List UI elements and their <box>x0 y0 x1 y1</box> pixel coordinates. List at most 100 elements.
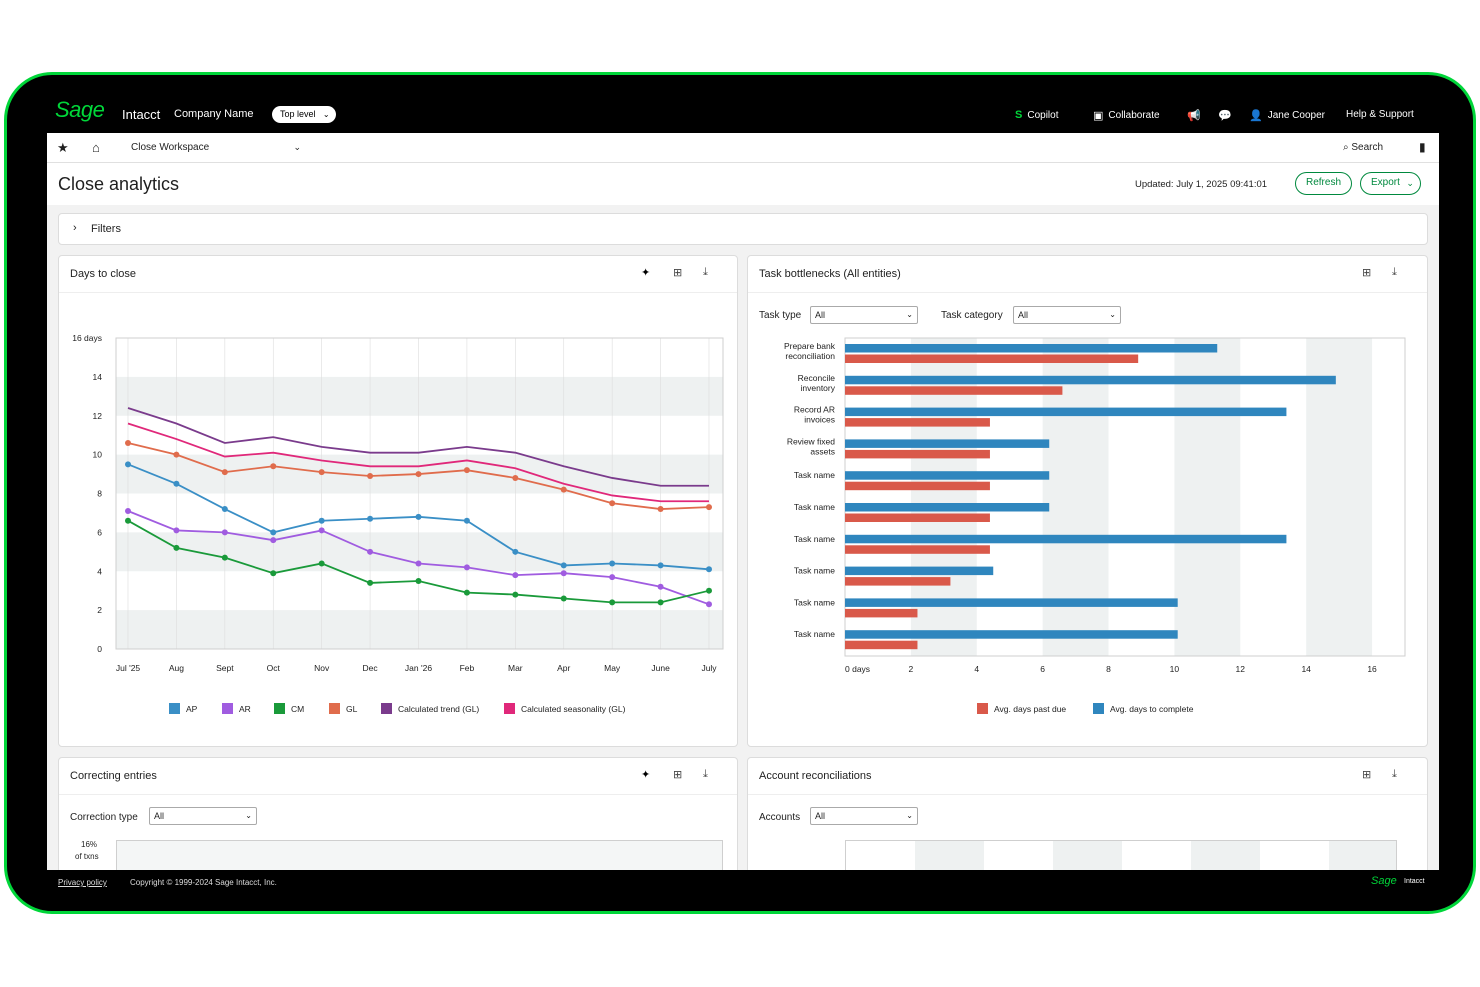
card-title: Correcting entries <box>70 770 157 782</box>
download-icon[interactable]: ⤓ <box>1392 266 1397 278</box>
export-button[interactable]: Export ⌄ <box>1360 172 1421 195</box>
x-tick-label: 14 <box>1301 664 1311 674</box>
y-tick-label: 10 <box>93 450 103 460</box>
data-point <box>463 517 470 524</box>
data-point <box>318 527 325 534</box>
data-point <box>270 463 277 470</box>
y-tick-label: 14 <box>93 372 103 382</box>
filters-panel[interactable]: › Filters <box>58 213 1428 245</box>
chevron-down-icon: ⌄ <box>245 811 252 820</box>
legend-swatch <box>169 703 180 714</box>
download-icon[interactable]: ⤓ <box>1392 768 1397 780</box>
chevron-right-icon: › <box>73 222 77 234</box>
bar-days-to-complete <box>845 630 1178 639</box>
download-icon[interactable]: ⤓ <box>703 266 708 278</box>
collaborate-button[interactable]: ▣ Collaborate <box>1093 109 1160 122</box>
data-point <box>706 504 712 511</box>
level-selector-label: Top level <box>280 109 316 119</box>
data-point <box>221 554 228 561</box>
data-point <box>221 506 228 513</box>
sparkle-icon[interactable]: ✦ <box>641 769 651 781</box>
x-tick-label: 12 <box>1236 664 1246 674</box>
level-selector[interactable]: Top level ⌄ <box>272 106 336 123</box>
table-icon[interactable]: ⊞ <box>1362 769 1372 781</box>
grid-band <box>1174 338 1241 656</box>
legend-swatch <box>977 703 988 714</box>
privacy-policy-link[interactable]: Privacy policy <box>58 878 107 887</box>
table-icon[interactable]: ⊞ <box>1362 267 1372 279</box>
divider <box>59 292 737 293</box>
chevron-down-icon: ⌄ <box>1406 178 1414 188</box>
series-line <box>127 422 709 503</box>
user-menu[interactable]: 👤 Jane Cooper <box>1249 109 1325 122</box>
copilot-icon: S <box>1015 109 1023 121</box>
accounts-select[interactable]: All ⌄ <box>810 807 918 825</box>
task-type-value: All <box>815 310 826 320</box>
data-point <box>463 467 470 474</box>
footer-sage-logo: Sage <box>1371 875 1397 887</box>
export-label: Export <box>1371 177 1400 188</box>
workspace-selector[interactable]: Close Workspace ⌄ <box>131 142 301 153</box>
app-screen: ★ ⌂ Close Workspace ⌄ ⌕ Search ▮ Close a… <box>47 133 1439 870</box>
x-tick-label: May <box>604 663 621 673</box>
bar-days-to-complete <box>845 503 1050 512</box>
plot-frame <box>844 337 1406 657</box>
account-reconciliations-card: Account reconciliations ⊞ ⤓ Accounts All… <box>747 757 1428 870</box>
divider <box>748 794 1427 795</box>
task-category-select[interactable]: All ⌄ <box>1013 306 1121 324</box>
table-icon[interactable]: ⊞ <box>673 769 683 781</box>
bar-days-to-complete <box>845 566 994 576</box>
data-point <box>415 513 422 520</box>
grid-band <box>910 338 977 656</box>
refresh-button[interactable]: Refresh <box>1295 172 1353 195</box>
copilot-button[interactable]: S Copilot <box>1015 109 1058 121</box>
legend-label: Calculated trend (GL) <box>398 704 479 714</box>
messages-button[interactable]: 💬 <box>1218 109 1232 122</box>
category-label: Task name <box>794 470 835 480</box>
table-icon[interactable]: ⊞ <box>673 267 683 279</box>
sage-logo[interactable]: Sage <box>55 97 105 122</box>
legend-swatch <box>381 703 392 714</box>
data-point <box>609 500 616 507</box>
nav-bar: ★ ⌂ Close Workspace ⌄ ⌕ Search ▮ <box>47 133 1439 163</box>
x-tick-label: 0 days <box>845 664 870 674</box>
help-support-link[interactable]: Help & Support <box>1346 109 1414 120</box>
data-point <box>318 560 325 567</box>
bar-days-past-due <box>845 449 990 459</box>
legend-label: GL <box>346 704 358 714</box>
search-button[interactable]: ⌕ Search <box>1343 142 1383 153</box>
x-tick-label: Nov <box>314 663 330 673</box>
correcting-chart-plot <box>116 840 723 870</box>
category-label: assets <box>810 446 835 456</box>
star-icon[interactable]: ★ <box>57 140 69 155</box>
announcements-button[interactable]: 📢 <box>1187 109 1201 122</box>
data-point <box>367 579 374 586</box>
correcting-entries-card: Correcting entries ✦ ⊞ ⤓ Correction type… <box>58 757 738 870</box>
legend-swatch <box>504 703 515 714</box>
home-icon[interactable]: ⌂ <box>92 140 100 155</box>
data-point <box>609 599 616 606</box>
data-point <box>706 601 712 608</box>
correction-type-select[interactable]: All ⌄ <box>149 807 257 825</box>
y-tick-label: 6 <box>97 527 102 537</box>
category-label: Reconcile <box>798 373 836 383</box>
data-point <box>270 529 277 536</box>
y-tick-label: 12 <box>93 411 103 421</box>
data-point <box>512 474 519 481</box>
divider <box>59 794 737 795</box>
bar-days-to-complete <box>845 598 1178 607</box>
legend-swatch <box>222 703 233 714</box>
download-icon[interactable]: ⤓ <box>703 768 708 780</box>
bar-days-to-complete <box>845 471 1050 480</box>
device-frame: Sage Intacct Company Name Top level ⌄ S … <box>4 72 1476 914</box>
y-tick-label: 8 <box>97 489 102 499</box>
legend-label: Avg. days past due <box>994 704 1066 714</box>
sparkle-icon[interactable]: ✦ <box>641 267 651 279</box>
category-label: inventory <box>801 383 836 393</box>
data-point <box>512 572 519 579</box>
data-point <box>609 560 616 567</box>
bookmark-icon[interactable]: ▮ <box>1419 140 1426 154</box>
data-point <box>657 583 664 590</box>
task-type-select[interactable]: All ⌄ <box>810 306 918 324</box>
bar-days-past-due <box>845 513 990 522</box>
